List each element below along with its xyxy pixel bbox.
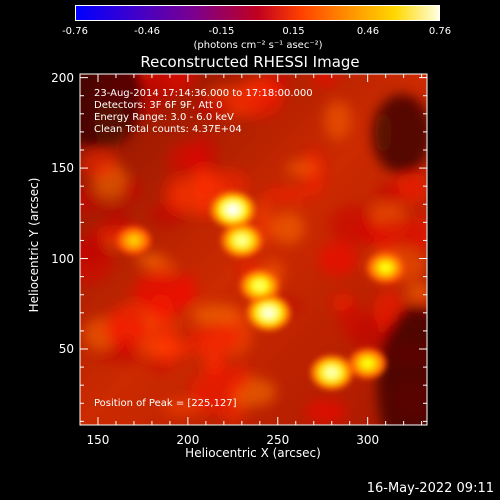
colorbar — [75, 5, 440, 21]
emission-source — [254, 281, 265, 290]
emission-texture — [249, 83, 286, 102]
emission-texture — [285, 160, 318, 176]
y-axis-label: Heliocentric Y (arcsec) — [27, 177, 41, 313]
colorbar-tick-label: -0.15 — [208, 26, 235, 37]
emission-source — [227, 205, 239, 215]
colorbar-tick-label: -0.46 — [134, 26, 160, 37]
x-tick-label: 200 — [176, 433, 200, 447]
x-tick-label: 250 — [266, 433, 290, 447]
emission-texture — [134, 252, 165, 266]
emission-texture — [262, 187, 307, 203]
colorbar-units: (photons cm⁻² s⁻¹ asec⁻²) — [193, 40, 323, 51]
time-range-label: 23-Aug-2014 17:14:36.000 to 17:18:00.000 — [94, 88, 313, 99]
y-tick-label: 100 — [51, 251, 74, 266]
energy-range-label: Energy Range: 3.0 - 6.0 keV — [94, 112, 234, 123]
y-tick-label: 150 — [51, 161, 74, 176]
emission-texture — [178, 272, 197, 308]
emission-source — [236, 236, 247, 245]
emission-texture — [80, 148, 119, 180]
dim-region — [377, 305, 427, 425]
emission-texture — [406, 282, 427, 303]
emission-texture — [190, 370, 238, 414]
emission-texture — [201, 331, 225, 372]
emission-texture — [105, 304, 148, 352]
colorbar-tick-label: -0.76 — [62, 26, 88, 37]
emission-texture — [120, 177, 142, 202]
x-tick-label: 300 — [356, 433, 380, 447]
peak-position-label: Position of Peak = [225,127] — [94, 398, 237, 409]
colorbar-tick-label: 0.76 — [428, 26, 452, 37]
emission-texture — [167, 142, 207, 176]
emission-texture — [323, 100, 352, 141]
colorbar-tick-label: 0.46 — [356, 26, 380, 37]
plot-frame — [79, 73, 428, 426]
y-tick-label: 50 — [58, 342, 74, 356]
emission-source — [381, 263, 391, 272]
emission-texture — [374, 184, 402, 206]
emission-source — [363, 359, 373, 368]
emission-texture — [197, 169, 250, 198]
dim-region — [372, 94, 427, 174]
emission-texture — [318, 242, 358, 277]
emission-texture — [103, 203, 130, 230]
emission-texture — [192, 95, 232, 117]
method-counts-label: Clean Total counts: 4.37E+04 — [94, 124, 242, 135]
timestamp: 16-May-2022 09:11 — [366, 481, 494, 496]
chart-title: Reconstructed RHESSI Image — [140, 53, 360, 71]
y-tick-label: 200 — [51, 70, 74, 85]
emission-source — [129, 236, 139, 244]
emission-texture — [272, 212, 305, 244]
emission-texture — [373, 217, 427, 246]
detectors-label: Detectors: 3F 6F 9F, Att 0 — [94, 100, 223, 111]
emission-texture — [134, 338, 182, 358]
emission-texture — [80, 186, 104, 215]
emission-source — [326, 368, 337, 377]
x-tick-label: 150 — [86, 433, 110, 447]
emission-texture — [312, 74, 339, 87]
emission-texture — [80, 232, 108, 265]
emission-source — [263, 308, 275, 318]
emission-texture — [393, 173, 427, 203]
emission-texture — [329, 204, 377, 245]
colorbar-tick-label: 0.15 — [282, 26, 305, 37]
dim-region — [80, 74, 143, 149]
emission-texture — [304, 399, 348, 424]
emission-texture — [132, 271, 188, 318]
x-axis-label: Heliocentric X (arcsec) — [185, 446, 321, 460]
